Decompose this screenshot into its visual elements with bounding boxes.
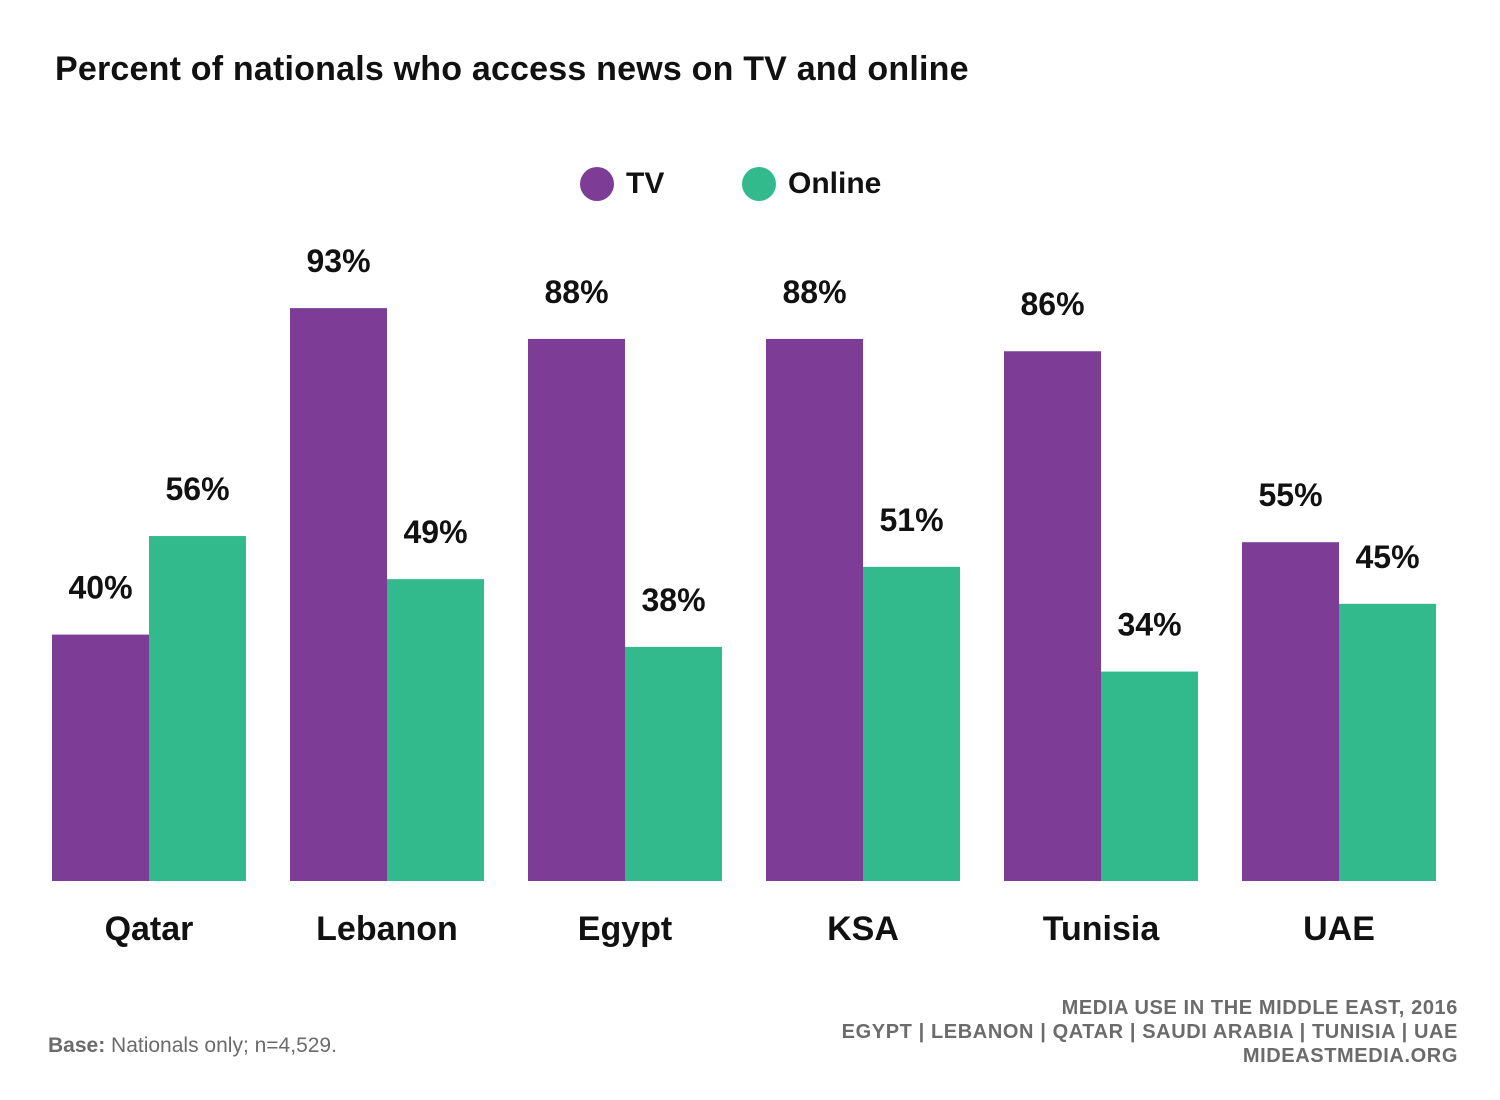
bar-tv-uae (1242, 542, 1339, 881)
chart-title: Percent of nationals who access news on … (55, 50, 969, 88)
category-label-ksa: KSA (827, 910, 899, 948)
data-label-tv-ksa: 88% (782, 274, 846, 310)
data-label-online-uae: 45% (1355, 539, 1419, 575)
data-label-online-ksa: 51% (879, 502, 943, 538)
source-note: MEDIA USE IN THE MIDDLE EAST, 2016 EGYPT… (842, 996, 1458, 1068)
source-line-2: EGYPT | LEBANON | QATAR | SAUDI ARABIA |… (841, 1021, 1458, 1043)
category-label-egypt: Egypt (578, 910, 672, 948)
legend-label-tv: TV (626, 167, 665, 200)
data-label-online-qatar: 56% (165, 471, 229, 507)
source-line-1: MEDIA USE IN THE MIDDLE EAST, 2016 (1061, 997, 1458, 1019)
legend-item-tv: TV (580, 166, 664, 202)
data-label-tv-egypt: 88% (544, 274, 608, 310)
base-label: Base: (48, 1034, 106, 1057)
category-label-lebanon: Lebanon (316, 910, 458, 948)
data-label-tv-lebanon: 93% (306, 243, 370, 279)
data-label-tv-tunisia: 86% (1020, 286, 1084, 322)
data-label-online-lebanon: 49% (403, 514, 467, 550)
bar-chart: 40% 56% Qatar 93% 49% Lebanon 88% 38% Egypt 88% 51… (52, 243, 1436, 948)
bar-tv-qatar (52, 634, 149, 881)
category-label-tunisia: Tunisia (1043, 910, 1161, 948)
bar-online-tunisia (1101, 671, 1198, 881)
data-label-tv-qatar: 40% (68, 570, 132, 606)
data-label-online-tunisia: 34% (1117, 607, 1181, 643)
bar-online-lebanon (387, 579, 484, 881)
base-note: Base: Nationals only; n=4,529. (48, 1034, 337, 1058)
bar-tv-egypt (528, 338, 625, 881)
bar-online-egypt (625, 646, 722, 881)
legend-label-online: Online (788, 167, 882, 200)
base-text: Nationals only; n=4,529. (105, 1034, 337, 1057)
data-label-online-egypt: 38% (641, 582, 705, 618)
category-label-qatar: Qatar (105, 910, 194, 948)
bar-tv-lebanon (290, 308, 387, 881)
legend-swatch-online (742, 167, 776, 201)
bar-tv-tunisia (1004, 351, 1101, 881)
source-line-3: MIDEASTMEDIA.ORG (1242, 1045, 1458, 1067)
bar-online-qatar (149, 536, 246, 881)
data-label-tv-uae: 55% (1258, 477, 1322, 513)
bar-tv-ksa (766, 338, 863, 881)
bar-online-uae (1339, 603, 1436, 881)
bar-online-ksa (863, 566, 960, 881)
category-label-uae: UAE (1303, 910, 1375, 948)
legend-swatch-tv (580, 167, 614, 201)
legend-item-online: Online (742, 166, 881, 202)
